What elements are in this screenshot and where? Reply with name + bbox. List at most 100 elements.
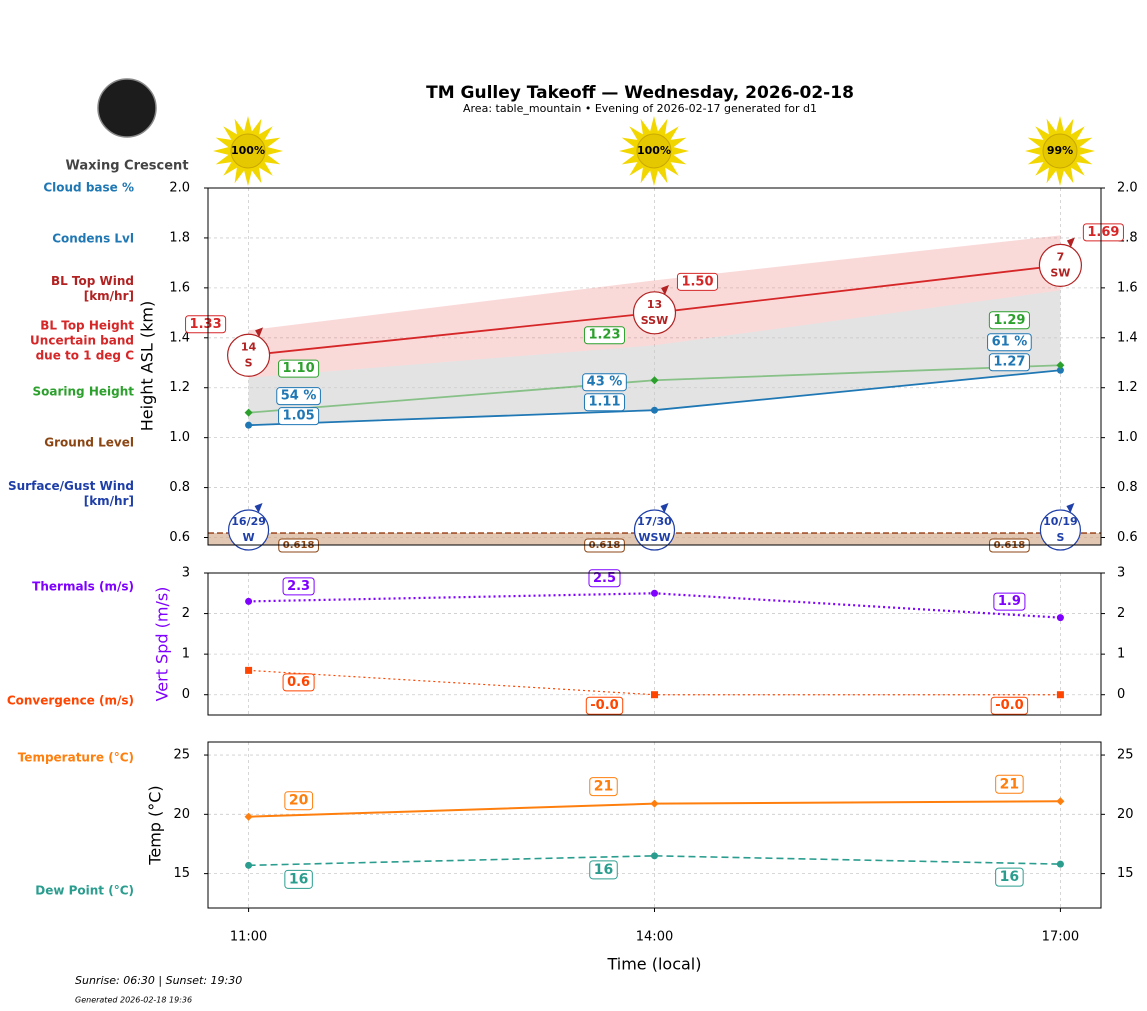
data-label-text: 0.618 <box>589 540 621 551</box>
data-label: 54 % <box>276 387 321 406</box>
sun-icon <box>230 133 266 169</box>
y-tick-label: 0 <box>1117 687 1125 702</box>
data-label-box <box>276 387 321 406</box>
data-label: 1.10 <box>278 359 320 378</box>
data-label-text: 1.50 <box>681 274 713 289</box>
y-tick-label: 0.6 <box>169 530 190 545</box>
data-label: 43 % <box>582 373 627 392</box>
sun-label: 100% <box>231 144 265 157</box>
marker <box>651 589 658 597</box>
data-label-text: 2.3 <box>287 579 310 594</box>
data-label-text: 1.23 <box>588 328 620 343</box>
data-label-box <box>584 538 625 553</box>
data-label: 21 <box>589 777 618 797</box>
marker <box>1056 614 1064 622</box>
y-tick-label: 2.0 <box>169 181 190 196</box>
data-label: 16 <box>284 869 313 889</box>
wind-speed: 16/29 <box>231 515 266 528</box>
legend-label: Thermals (m/s) <box>32 579 134 594</box>
chart-subtitle: Area: table_mountain • Evening of 2026-0… <box>463 102 817 115</box>
y-tick-label: 1.8 <box>169 230 190 245</box>
y-tick-label: 1.0 <box>169 430 190 445</box>
y-tick-label: 1.0 <box>1117 430 1138 445</box>
legend-label: BL Top Height Uncertain band due to 1 de… <box>30 318 134 363</box>
data-label: 0.618 <box>989 538 1030 553</box>
wind-barb <box>254 503 263 513</box>
wind-speed: 14 <box>241 340 257 353</box>
data-label: 1.69 <box>1082 223 1124 242</box>
y-tick-label: 20 <box>173 807 190 822</box>
data-label: -0.0 <box>990 696 1029 715</box>
sun-times: Sunrise: 06:30 | Sunset: 19:30 <box>75 974 242 987</box>
marker <box>1056 797 1065 806</box>
data-label-text: 1.11 <box>588 395 620 410</box>
wind-barb <box>1066 503 1075 513</box>
data-label-box <box>589 777 618 797</box>
data-label-text: 20 <box>289 793 309 809</box>
wind-direction: S <box>1056 531 1064 544</box>
x-tick-label: 14:00 <box>636 930 673 945</box>
data-label-box <box>583 393 626 412</box>
y-tick-label: 0.6 <box>1117 530 1138 545</box>
legend-label: Convergence (m/s) <box>6 693 134 708</box>
moon-icon <box>97 78 157 138</box>
legend-label: Dew Point (°C) <box>35 883 134 898</box>
y-tick-label: 25 <box>173 748 190 763</box>
marker <box>1056 691 1064 699</box>
data-label-text: 16 <box>594 862 613 878</box>
data-label: 1.29 <box>988 311 1030 330</box>
legend-label: Ground Level <box>44 435 134 450</box>
wind-barb <box>1066 237 1075 248</box>
wind-speed: 10/19 <box>1043 515 1078 528</box>
moon-phase: Waxing Crescent <box>65 159 188 174</box>
y-tick-label: 1.4 <box>1117 330 1138 345</box>
data-label-box <box>585 696 624 715</box>
data-label-box <box>987 333 1032 352</box>
data-label: 1.11 <box>583 393 626 412</box>
plot-frame <box>207 572 1102 716</box>
data-label-box <box>284 869 313 889</box>
data-label-text: 1.69 <box>1087 225 1119 240</box>
data-label: 2.3 <box>282 577 315 596</box>
data-label-text: 21 <box>594 779 613 795</box>
marker <box>1056 366 1064 374</box>
data-label: 1.23 <box>583 326 626 345</box>
wind-marker <box>633 509 676 551</box>
data-label-text: 54 % <box>281 389 317 404</box>
data-label-box <box>589 860 618 880</box>
data-label: 20 <box>284 791 314 811</box>
y-tick-label: 20 <box>1117 807 1134 822</box>
data-label: 1.33 <box>185 315 227 334</box>
y-tick-label: 2.0 <box>1117 181 1138 196</box>
data-label-box <box>676 272 719 291</box>
legend-label: BL Top Wind [km/hr] <box>50 274 134 303</box>
plot-frame <box>207 741 1102 909</box>
y-tick-label: 1 <box>1117 647 1125 662</box>
sun-icon <box>1042 133 1078 169</box>
data-label-text: 1.27 <box>993 355 1025 370</box>
data-label-text: 0.6 <box>287 675 310 690</box>
data-label: 1.27 <box>988 353 1030 372</box>
data-label: 1.50 <box>676 272 719 291</box>
wind-barb <box>255 327 264 338</box>
data-label-text: 61 % <box>992 335 1028 350</box>
data-label-box <box>993 592 1026 611</box>
y-tick-label: 1.4 <box>169 330 190 345</box>
data-label: 1.05 <box>278 407 320 426</box>
y-axis-label: Vert Spd (m/s) <box>153 587 172 702</box>
data-label-text: 1.10 <box>283 361 315 376</box>
y-tick-label: 15 <box>1117 866 1134 881</box>
data-label: 0.6 <box>282 673 315 692</box>
data-label-box <box>185 315 227 334</box>
marker <box>650 376 659 385</box>
y-axis-label: Temp (°C) <box>146 785 165 865</box>
wind-barb <box>660 503 669 513</box>
data-label-text: 1.33 <box>190 317 222 332</box>
y-tick-label: 1.2 <box>169 380 190 395</box>
chart-title: TM Gulley Takeoff — Wednesday, 2026-02-1… <box>426 83 854 103</box>
data-label: -0.0 <box>585 696 624 715</box>
data-label: 2.5 <box>588 569 621 588</box>
marker <box>650 799 659 808</box>
data-label-box <box>278 359 320 378</box>
